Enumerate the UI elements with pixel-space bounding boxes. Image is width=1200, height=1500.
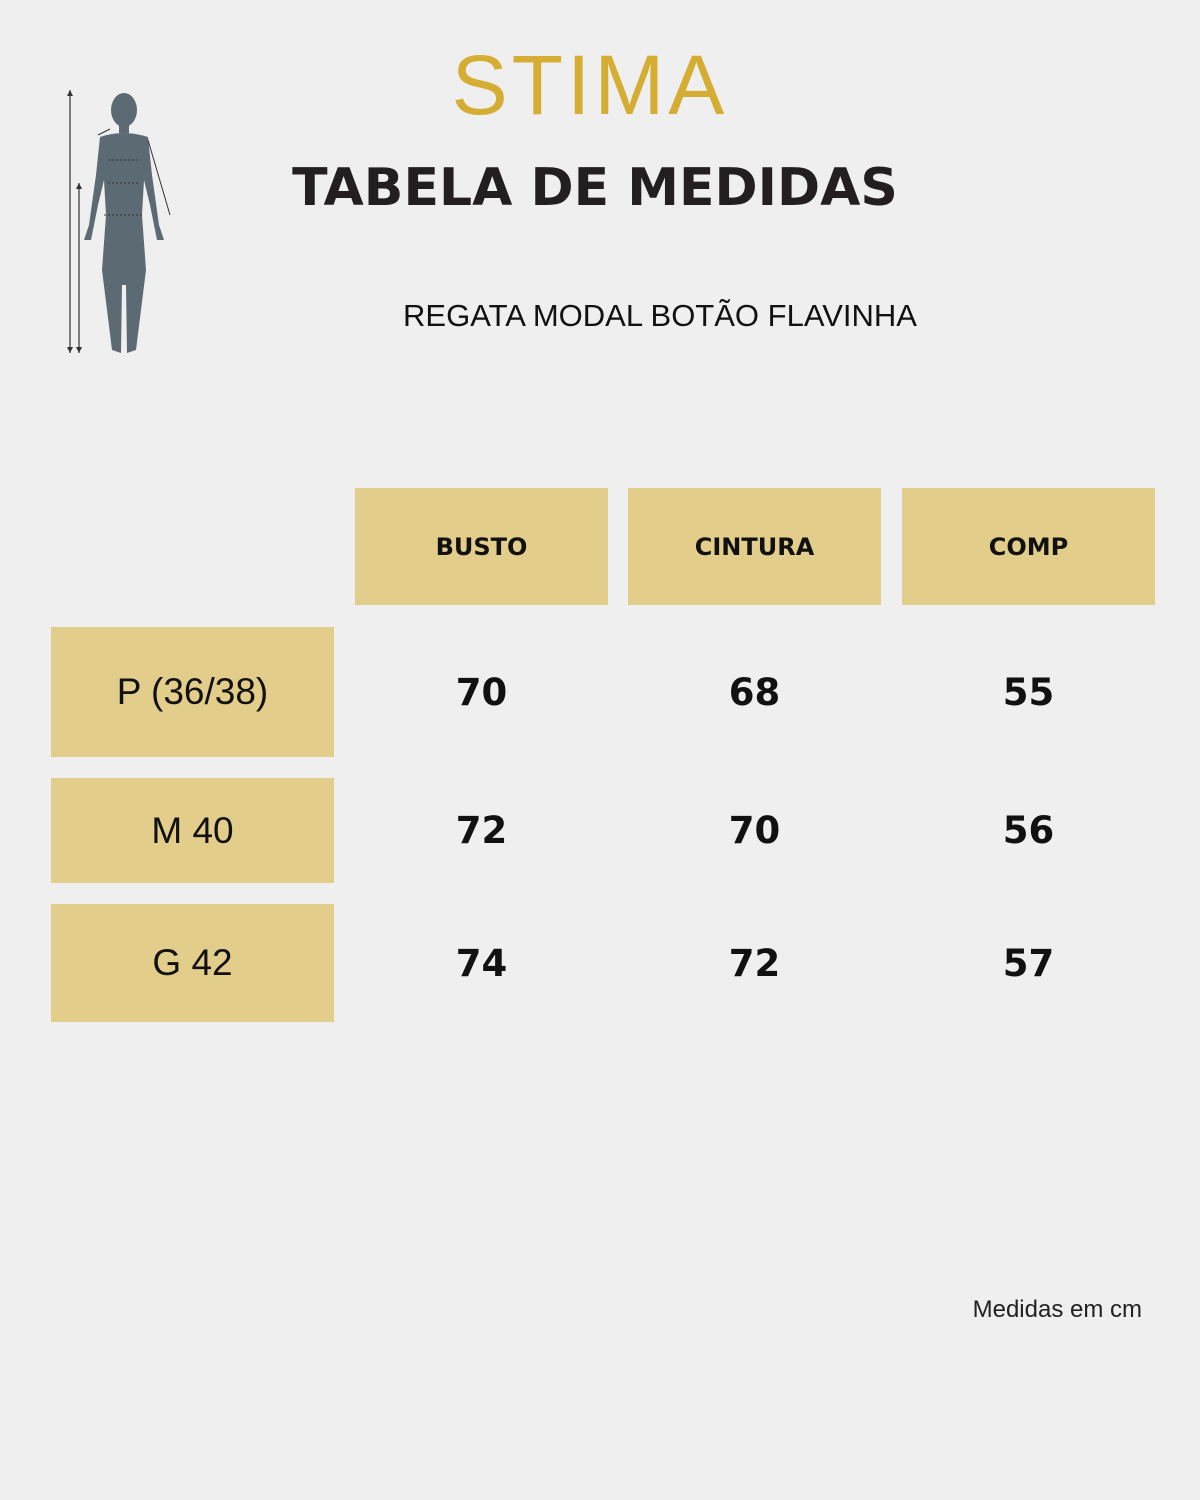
measurement: 55 <box>1002 670 1055 714</box>
size-label: P (36/38) <box>51 627 334 757</box>
brand-logo: STIMA <box>451 38 729 132</box>
measurement: 74 <box>455 941 508 985</box>
measurement: 72 <box>455 809 508 852</box>
size-label: M 40 <box>51 778 334 883</box>
subtitle: REGATA MODAL BOTÃO FLAVINHA <box>403 298 917 333</box>
column-header: BUSTO <box>355 488 608 605</box>
column-header: CINTURA <box>628 488 881 605</box>
measurement: 72 <box>728 941 781 985</box>
footnote: Medidas em cm <box>972 1296 1142 1323</box>
column-header: COMP <box>902 488 1155 605</box>
body-figure <box>67 90 171 353</box>
measurement: 70 <box>728 809 781 852</box>
size-label: G 42 <box>51 904 334 1022</box>
title: TABELA DE MEDIDAS <box>292 158 898 218</box>
measurement: 68 <box>728 670 781 714</box>
measurement: 56 <box>1002 809 1055 852</box>
measurement: 70 <box>455 670 508 714</box>
measurement: 57 <box>1002 941 1055 985</box>
